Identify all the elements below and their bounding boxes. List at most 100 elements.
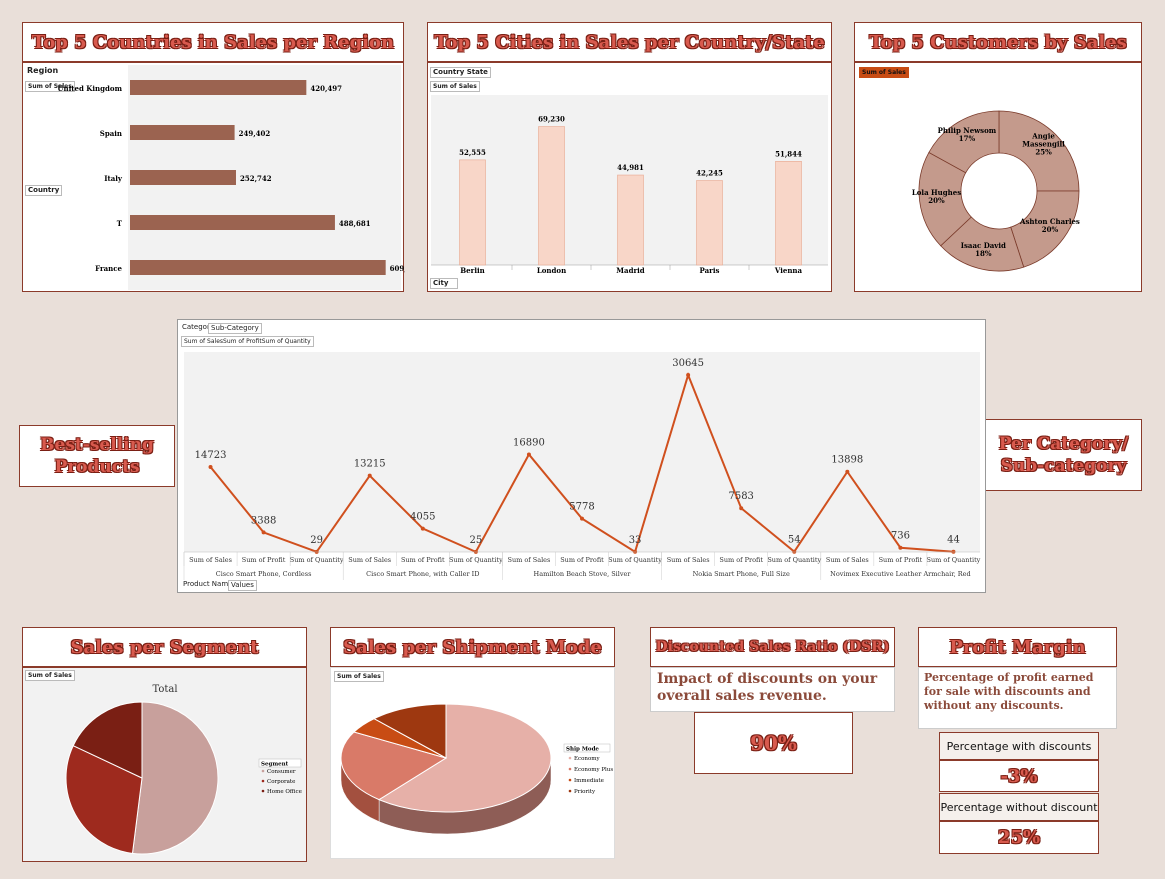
best-selling-line-svg: 14723 3388 29 13215 4055 25 16890 5778 33 30645 75… <box>183 358 981 580</box>
segment-legend-marker <box>261 789 265 793</box>
country-tick-label: Spain <box>100 129 122 138</box>
segment-total-label: Total <box>152 684 177 695</box>
best-selling-point <box>420 526 425 531</box>
shipment-legend-label: Immediate <box>574 778 604 784</box>
customer-slice-label: Philip Newsom 17% <box>938 126 997 143</box>
measure-tick-label: Sum of Quantity <box>449 556 503 564</box>
line-values-header: Sum of SalesSum of ProfitSum of Quantity <box>181 336 314 347</box>
city-data-label: 51,844 <box>775 149 802 158</box>
shipment-chart-title: Sales per Shipment Mode <box>330 627 615 667</box>
region-filter[interactable]: Region <box>27 66 59 75</box>
profit-margin-title: Profit Margin <box>918 627 1117 667</box>
dsr-value: 90% <box>694 712 853 774</box>
countries-chart-title: Top 5 Countries in Sales per Region <box>22 22 404 62</box>
segment-legend-label: Corporate <box>267 779 295 785</box>
cities-bar-svg: 52,555 Berlin 69,230 London 44,981 Madrid 42,2… <box>431 115 828 275</box>
cities-chart-title: Top 5 Cities in Sales per Country/State <box>427 22 832 62</box>
segment-legend-marker <box>261 779 265 783</box>
customer-slice-label: Isaac David 18% <box>961 241 1006 258</box>
country-data-label: 488,681 <box>339 219 371 228</box>
customer-slice-label: Ashton Charles 20% <box>1019 217 1080 234</box>
measure-tick-label: Sum of Sales <box>189 556 232 564</box>
best-selling-data-label: 33 <box>629 535 642 546</box>
shipment-slice <box>377 703 552 813</box>
best-selling-data-label: 736 <box>891 531 910 542</box>
cities-chart-panel: Country State Sum of Sales City 52,555 Be… <box>427 62 832 292</box>
country-data-label: 420,497 <box>310 84 342 93</box>
best-selling-data-label: 44 <box>947 535 960 546</box>
shipment-slice <box>373 703 447 759</box>
country-tick-label: Italy <box>104 174 123 183</box>
country-bar <box>130 260 386 275</box>
measure-tick-label: Sum of Quantity <box>290 556 344 564</box>
customers-donut-svg: Angie Massengill 25% Ashton Charles 20% Isaac… <box>912 110 1080 272</box>
sub-category-filter[interactable]: Sub-Category <box>208 323 262 334</box>
measure-tick-label: Sum of Sales <box>667 556 710 564</box>
product-group-label: Hamilton Beach Stove, Silver <box>534 570 632 578</box>
shipment-legend-title: Ship Mode <box>566 747 599 753</box>
city-tick-label: London <box>537 266 566 275</box>
city-bar <box>538 126 565 266</box>
segment-chart-panel: Sum of Sales Total Segment Consumer Corpora… <box>22 667 307 862</box>
best-selling-point <box>367 473 372 478</box>
city-data-label: 42,245 <box>696 169 723 178</box>
measure-tick-label: Sum of Sales <box>508 556 551 564</box>
product-group-label: Cisco Smart Phone, Cordless <box>216 570 312 578</box>
country-filter[interactable]: Country <box>25 185 63 196</box>
category-filter[interactable]: Category <box>180 323 216 332</box>
city-bar <box>696 180 723 266</box>
city-tick-label: Berlin <box>460 266 484 275</box>
city-filter[interactable]: City <box>430 278 458 289</box>
city-tick-label: Madrid <box>616 266 645 275</box>
country-bar <box>130 170 236 185</box>
shipment-legend-marker <box>568 756 572 760</box>
segment-legend-label: Consumer <box>267 769 296 775</box>
segment-legend-label: Home Office <box>267 789 302 795</box>
best-selling-data-label: 30645 <box>672 358 704 369</box>
customer-slice <box>998 110 1080 192</box>
city-bar <box>617 174 644 266</box>
measure-tick-label: Sum of Quantity <box>927 556 981 564</box>
values-filter[interactable]: Values <box>228 580 257 591</box>
country-bar <box>130 125 235 140</box>
shipment-sum-of-sales-tag: Sum of Sales <box>334 671 384 682</box>
with-discounts-value: -3% <box>939 760 1099 792</box>
cities-sum-of-sales-tag: Sum of Sales <box>430 81 480 92</box>
measure-tick-label: Sum of Profit <box>401 556 445 564</box>
product-name-filter[interactable]: Product Name <box>181 580 235 589</box>
best-selling-data-label: 4055 <box>410 512 435 523</box>
shipment-legend-label: Economy Plus <box>574 767 613 773</box>
measure-tick-label: Sum of Quantity <box>767 556 821 564</box>
best-selling-data-label: 3388 <box>251 515 276 526</box>
dsr-description: Impact of discounts on your overall sale… <box>650 667 895 712</box>
city-bar <box>459 159 486 266</box>
customer-slice-label: Lola Hughes 20% <box>912 188 961 205</box>
best-selling-data-label: 7583 <box>728 491 753 502</box>
city-tick-label: Vienna <box>774 266 803 275</box>
segment-slice <box>131 701 219 855</box>
measure-tick-label: Sum of Sales <box>348 556 391 564</box>
best-selling-data-label: 13898 <box>831 455 863 466</box>
per-category-title: Per Category/ Sub-category <box>985 419 1142 491</box>
shipment-slice <box>340 731 448 801</box>
measure-tick-label: Sum of Quantity <box>608 556 662 564</box>
sum-of-sales-tag: Sum of Sales <box>25 81 75 92</box>
shipment-legend-marker <box>568 789 572 793</box>
countries-bar-svg: United Kingdom 420,497 Spain 249,402 Italy 25… <box>57 80 405 275</box>
country-bar <box>130 80 307 95</box>
segment-legend-title: Segment <box>261 762 289 768</box>
shipment-legend-marker <box>568 778 572 782</box>
best-selling-point <box>898 545 903 550</box>
best-selling-data-label: 54 <box>788 535 801 546</box>
shipment-chart-panel: Sum of Sales Ship Mode Economy Economy Plu… <box>330 667 615 859</box>
measure-tick-label: Sum of Profit <box>719 556 763 564</box>
best-selling-point <box>261 530 266 535</box>
countries-chart-panel: Region Sum of Sales Country United Kingd… <box>22 62 405 292</box>
best-selling-data-label: 16890 <box>513 437 545 448</box>
country-state-filter[interactable]: Country State <box>430 67 491 78</box>
best-selling-point <box>526 452 531 457</box>
best-selling-chart-panel: Category Sub-Category Sum of SalesSum of… <box>177 319 986 593</box>
best-selling-point <box>739 506 744 511</box>
product-group-label: Cisco Smart Phone, with Caller ID <box>366 570 479 578</box>
